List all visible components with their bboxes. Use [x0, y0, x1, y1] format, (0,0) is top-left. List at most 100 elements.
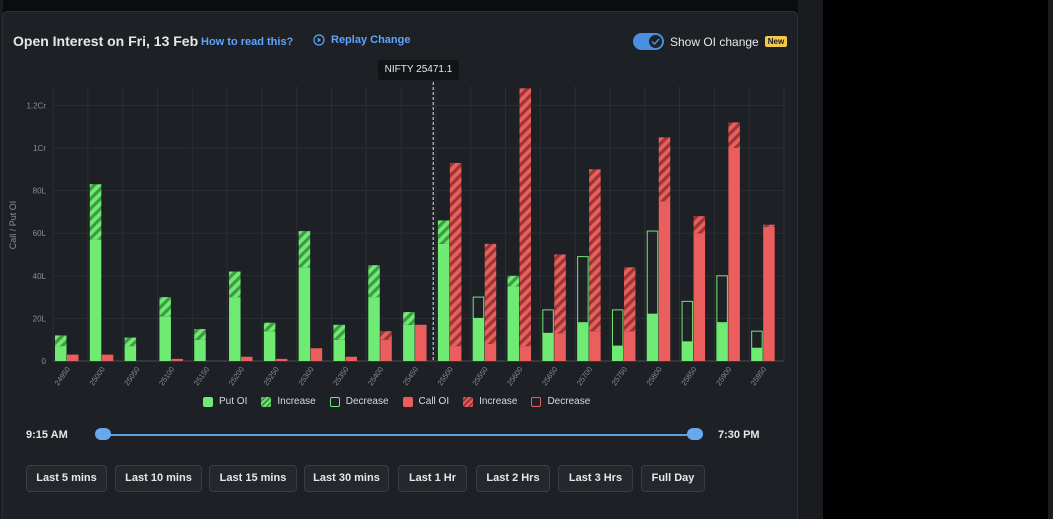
put-oi-bar[interactable]: [507, 286, 520, 361]
put-oi-increase-bar[interactable]: [89, 184, 102, 240]
put-oi-increase-bar[interactable]: [194, 329, 206, 340]
legend-item-call-solid[interactable]: Call OI: [402, 396, 449, 407]
legend-label: Put OI: [219, 396, 248, 407]
time-range-button[interactable]: Last 2 Hrs: [476, 465, 550, 492]
how-to-read-link[interactable]: How to read this?: [201, 36, 294, 48]
put-oi-bar[interactable]: [611, 346, 624, 361]
call-oi-bar[interactable]: [241, 356, 253, 361]
call-oi-bar[interactable]: [519, 346, 532, 361]
put-oi-bar[interactable]: [194, 339, 206, 361]
put-oi-bar[interactable]: [298, 267, 311, 361]
put-oi-decrease-bar[interactable]: [646, 230, 659, 315]
call-oi-bar[interactable]: [345, 356, 357, 361]
time-range-button[interactable]: Last 10 mins: [115, 465, 202, 492]
call-oi-bar[interactable]: [171, 358, 183, 361]
time-range-track[interactable]: [102, 434, 695, 436]
put-oi-increase-bar[interactable]: [159, 297, 171, 317]
call-oi-increase-bar[interactable]: [519, 88, 532, 347]
put-oi-bar[interactable]: [333, 339, 345, 361]
put-oi-increase-bar[interactable]: [55, 335, 67, 347]
time-range-button[interactable]: Last 5 mins: [26, 465, 107, 492]
start-time-handle[interactable]: [95, 428, 111, 440]
legend-item-put-solid[interactable]: Put OI: [203, 396, 247, 407]
call-oi-increase-bar[interactable]: [554, 254, 566, 334]
legend-item-put-outline[interactable]: Decrease: [329, 396, 389, 407]
put-oi-bar[interactable]: [681, 341, 694, 361]
call-oi-bar[interactable]: [67, 354, 79, 361]
put-oi-increase-bar[interactable]: [229, 271, 241, 298]
call-oi-bar[interactable]: [728, 148, 740, 361]
call-oi-increase-bar[interactable]: [589, 169, 601, 332]
put-oi-decrease-bar[interactable]: [611, 309, 624, 347]
time-range-button[interactable]: Last 3 Hrs: [558, 465, 633, 492]
call-oi-bar[interactable]: [763, 226, 775, 361]
time-range-button[interactable]: Last 1 Hr: [398, 465, 467, 492]
legend-item-call-hatch[interactable]: Increase: [463, 396, 517, 407]
put-oi-increase-bar[interactable]: [368, 265, 380, 298]
put-oi-increase-bar[interactable]: [507, 275, 520, 287]
put-oi-bar[interactable]: [577, 322, 589, 361]
put-oi-bar[interactable]: [646, 314, 659, 361]
call-oi-bar[interactable]: [415, 324, 427, 361]
put-oi-bar[interactable]: [716, 322, 728, 361]
call-oi-bar[interactable]: [484, 343, 497, 361]
call-oi-increase-bar[interactable]: [658, 137, 671, 202]
put-oi-decrease-bar[interactable]: [577, 256, 589, 324]
put-oi-bar[interactable]: [472, 318, 485, 361]
put-oi-bar[interactable]: [55, 346, 67, 361]
x-tick-label: 24950: [53, 365, 72, 387]
put-oi-decrease-bar[interactable]: [716, 275, 728, 324]
put-oi-bar[interactable]: [89, 239, 102, 361]
call-oi-bar[interactable]: [380, 339, 392, 361]
put-oi-decrease-bar[interactable]: [751, 330, 763, 349]
call-oi-increase-bar[interactable]: [728, 122, 740, 148]
call-oi-increase-bar[interactable]: [484, 243, 497, 344]
end-time-handle[interactable]: [687, 428, 703, 440]
time-range-button[interactable]: Last 30 mins: [304, 465, 389, 492]
call-oi-increase-bar[interactable]: [623, 267, 636, 332]
replay-change-button[interactable]: Replay Change: [313, 34, 410, 46]
legend-label: Increase: [277, 396, 316, 407]
call-oi-bar[interactable]: [589, 331, 601, 361]
call-oi-bar[interactable]: [449, 346, 462, 361]
put-oi-bar[interactable]: [542, 333, 554, 361]
put-oi-increase-bar[interactable]: [263, 322, 276, 332]
time-range-button[interactable]: Full Day: [641, 465, 705, 492]
put-oi-increase-bar[interactable]: [124, 337, 137, 347]
call-oi-bar[interactable]: [658, 201, 671, 361]
call-oi-bar[interactable]: [310, 348, 323, 361]
call-oi-increase-bar[interactable]: [763, 224, 775, 227]
x-tick-label: 25900: [714, 365, 733, 387]
new-badge: New: [764, 36, 788, 47]
put-oi-increase-bar[interactable]: [298, 231, 311, 268]
legend-item-call-outline[interactable]: Decrease: [531, 396, 590, 407]
put-oi-bar[interactable]: [124, 346, 137, 361]
put-oi-decrease-bar[interactable]: [472, 296, 485, 319]
call-oi-bar[interactable]: [623, 331, 636, 361]
call-oi-increase-bar[interactable]: [380, 331, 392, 340]
check-icon: [651, 38, 660, 45]
end-time-label: 7:30 PM: [718, 429, 760, 441]
call-oi-bar[interactable]: [275, 358, 288, 361]
put-oi-bar[interactable]: [437, 243, 450, 361]
put-oi-bar[interactable]: [263, 331, 276, 361]
call-oi-bar[interactable]: [101, 354, 114, 361]
put-oi-bar[interactable]: [368, 297, 380, 361]
put-oi-decrease-bar[interactable]: [542, 309, 554, 334]
put-oi-increase-bar[interactable]: [403, 312, 415, 325]
put-oi-decrease-bar[interactable]: [681, 300, 694, 343]
call-oi-increase-bar[interactable]: [449, 162, 462, 347]
put-oi-bar[interactable]: [229, 297, 241, 361]
y-tick-label: 1.2Cr: [26, 101, 46, 110]
put-oi-bar[interactable]: [403, 324, 415, 361]
legend-item-put-hatch[interactable]: Increase: [261, 396, 316, 407]
put-oi-increase-bar[interactable]: [437, 220, 450, 244]
call-oi-increase-bar[interactable]: [693, 216, 706, 234]
put-oi-increase-bar[interactable]: [333, 324, 345, 340]
show-oi-change-toggle[interactable]: [633, 33, 664, 50]
call-oi-bar[interactable]: [693, 233, 706, 361]
call-oi-bar[interactable]: [554, 333, 566, 361]
time-range-button[interactable]: Last 15 mins: [209, 465, 297, 492]
put-oi-bar[interactable]: [751, 348, 763, 361]
put-oi-bar[interactable]: [159, 316, 171, 361]
